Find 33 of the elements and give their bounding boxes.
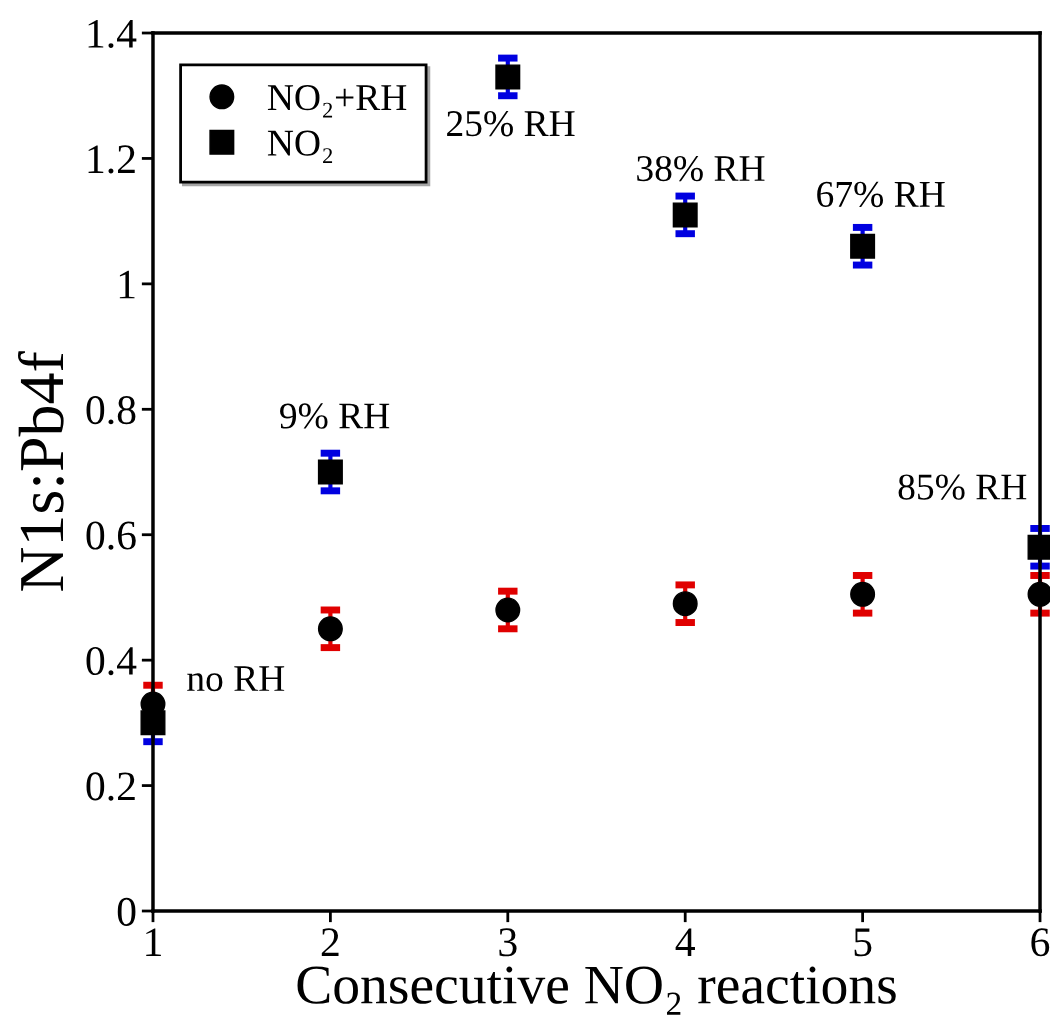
point [317,616,343,642]
point [495,64,521,90]
point [495,597,521,623]
y-tick-label: 0.8 [86,396,136,425]
y-tick-label: 1 [119,270,135,299]
y-axis-title: N1s:Pb4f [18,351,64,591]
x-tick-label: 2 [321,928,339,956]
y-tick-label: 0.6 [86,521,136,550]
x-tick-label: 4 [675,928,695,956]
point [317,459,343,485]
annotation: 67% RH [817,181,945,208]
point [850,581,876,607]
x-tick-label: 6 [1031,928,1050,957]
x-tick-label: 1 [146,928,161,956]
y-tick-label: 0 [117,897,136,926]
legend-label: NO₂+RH [267,85,407,118]
x-tick-label: 5 [854,928,872,957]
x-tick-label: 3 [499,928,517,957]
annotation: 38% RH [637,155,765,182]
legend-label: NO₂ [267,130,333,164]
point [672,202,698,228]
annotation: 85% RH [898,474,1027,500]
annotation: no RH [187,666,285,692]
y-tick-label: 0.2 [86,772,135,801]
y-tick-label: 1.2 [88,145,135,174]
point [850,233,876,259]
y-tick-label: 0.4 [86,646,137,676]
y-tick-label: 1.4 [88,19,137,49]
point [140,710,166,736]
point [672,591,698,617]
annotation: 9% RH [280,403,390,429]
annotation: 25% RH [447,110,575,137]
x-axis-title: Consecutive NO₂ reactions [297,966,896,1015]
